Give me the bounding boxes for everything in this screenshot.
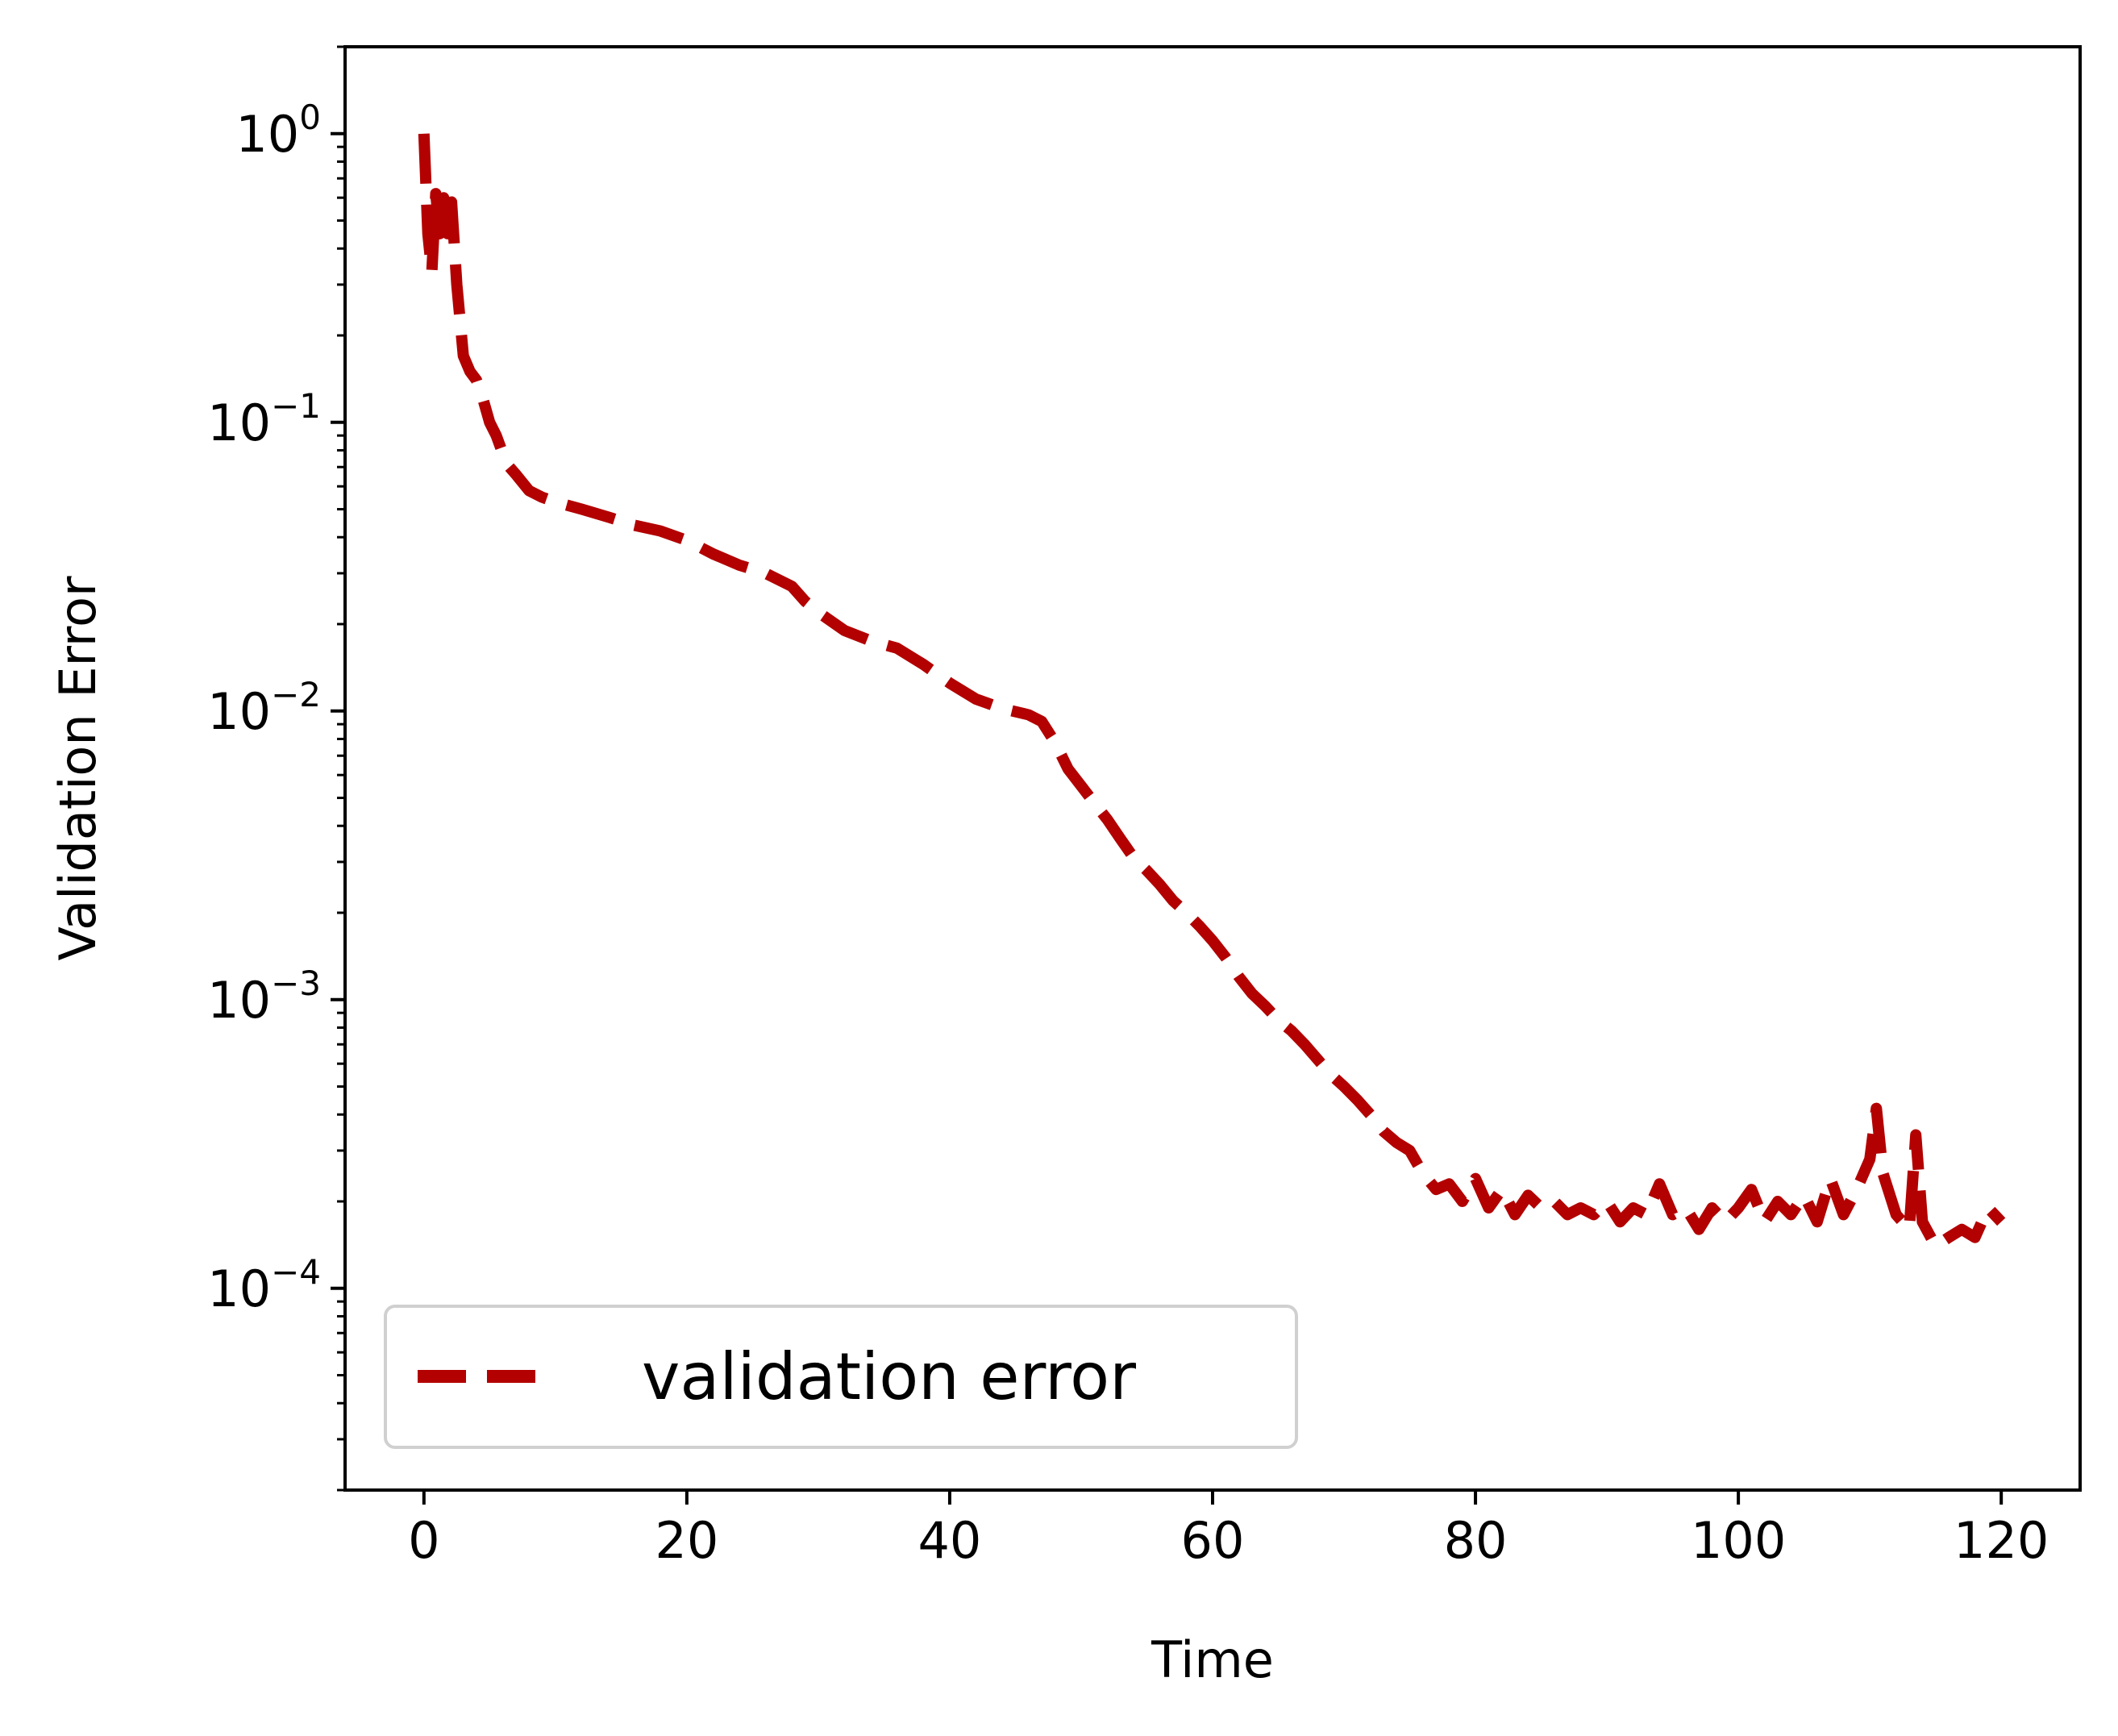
x-axis-ticks: 0 20 40 60 80 100 120 [408, 1490, 2049, 1570]
x-tick-label: 60 [1181, 1511, 1245, 1570]
x-tick-label: 0 [408, 1511, 439, 1570]
legend-label: validation error [642, 1339, 1136, 1414]
plot-frame [343, 45, 2082, 1492]
plot-area [345, 47, 2080, 1490]
y-tick-label: 10−2 [207, 675, 321, 741]
y-tick-label: 10−1 [207, 386, 321, 452]
y-tick-label: 100 [235, 98, 321, 164]
x-tick-label: 20 [655, 1511, 718, 1570]
x-tick-label: 120 [1954, 1511, 2049, 1570]
y-tick-label: 10−3 [207, 964, 321, 1030]
y-axis-label: Validation Error [48, 576, 107, 960]
y-axis-ticks: 100 10−1 10−2 10−3 10−4 [207, 45, 345, 1492]
validation-error-line [418, 133, 2006, 1252]
y-tick-label: 10−4 [207, 1252, 321, 1318]
x-tick-label: 80 [1444, 1511, 1508, 1570]
series-layer [418, 133, 2006, 1252]
legend-box [384, 1305, 1298, 1449]
x-tick-label: 100 [1691, 1511, 1786, 1570]
x-axis-label: Time [1151, 1630, 1274, 1689]
x-tick-label: 40 [918, 1511, 981, 1570]
legend: validation error [384, 1305, 1298, 1449]
